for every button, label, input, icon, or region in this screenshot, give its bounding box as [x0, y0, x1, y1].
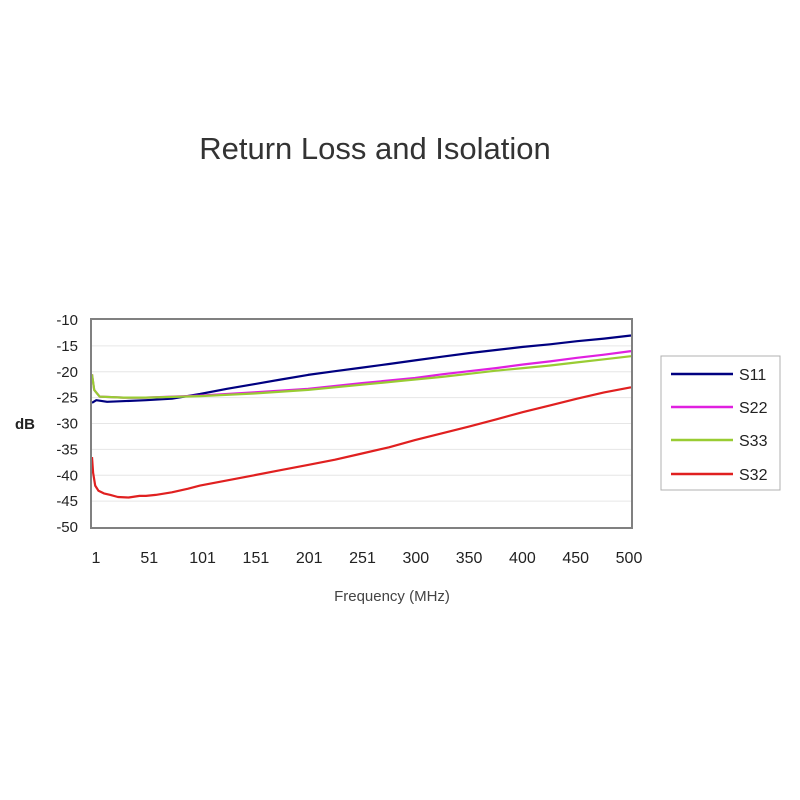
x-tick-label: 1 [92, 550, 101, 567]
series-line-s22 [90, 350, 632, 399]
y-tick-label: -50 [56, 519, 78, 536]
legend-label: S11 [739, 367, 766, 384]
gridlines [92, 345, 631, 502]
legend-item-s11: S11 [671, 367, 766, 384]
x-tick-label: 251 [349, 550, 376, 567]
x-tick-label: 151 [243, 550, 270, 567]
y-tick-label: -25 [56, 390, 78, 407]
x-tick-label: 300 [402, 550, 429, 567]
y-tick-label: -15 [56, 338, 78, 355]
x-tick-label: 101 [189, 550, 216, 567]
y-tick-label: -45 [56, 493, 78, 510]
legend-item-s33: S33 [671, 433, 768, 450]
plot-area-frame [90, 318, 633, 529]
x-axis-ticks: 1 51 101 151 201 251 300 350 400 450 500 [92, 550, 643, 567]
x-tick-label: 51 [140, 550, 158, 567]
series-line-s33 [90, 355, 632, 399]
x-axis-label: Frequency (MHz) [334, 588, 450, 605]
legend-label: S22 [739, 400, 768, 417]
legend-box [660, 355, 781, 491]
series-lines [90, 334, 632, 499]
series-line-s11 [91, 334, 632, 404]
legend-label: S33 [739, 433, 768, 450]
x-tick-label: 201 [296, 550, 323, 567]
y-tick-label: -10 [56, 312, 78, 329]
x-tick-label: 450 [562, 550, 589, 567]
x-tick-label: 500 [616, 550, 643, 567]
y-tick-label: -40 [56, 467, 78, 484]
y-tick-label: -35 [56, 441, 78, 458]
y-axis-ticks: -10 -15 -20 -25 -30 -35 -40 -45 -50 [56, 312, 78, 536]
legend-label: S32 [739, 467, 768, 484]
legend-item-s22: S22 [671, 400, 768, 417]
y-tick-label: -30 [56, 416, 78, 433]
x-tick-label: 400 [509, 550, 536, 567]
legend-item-s32: S32 [671, 467, 768, 484]
y-tick-label: -20 [56, 364, 78, 381]
x-tick-label: 350 [456, 550, 483, 567]
y-axis-label: dB [15, 416, 35, 433]
series-line-s32 [90, 386, 632, 499]
chart-title: Return Loss and Isolation [199, 131, 551, 166]
legend: S11 S22 S33 S32 [660, 355, 781, 491]
